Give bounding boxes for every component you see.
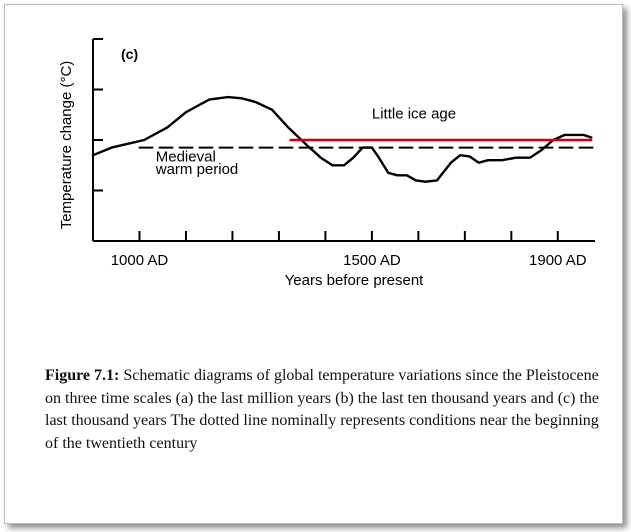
x-tick-label-2: 1900 AD — [529, 252, 587, 269]
x-axis-title: Years before present — [285, 272, 425, 289]
chart-labels-layer: 1000 AD 1500 AD 1900 AD Years before presen… — [58, 46, 587, 289]
series-line-0 — [91, 95, 593, 183]
temperature-chart: 1000 AD 1500 AD 1900 AD Years before presen… — [58, 38, 596, 289]
x-tick-label-1: 1500 AD — [343, 252, 401, 269]
annotation-2: warm period — [155, 161, 239, 178]
annotation-1: Medieval — [156, 148, 216, 165]
annotation-0: Little ice age — [372, 106, 456, 123]
chart-axes — [92, 38, 595, 242]
chart-series-layer — [91, 95, 596, 183]
caption-label: Figure 7.1: — [45, 367, 120, 384]
caption-text: Schematic diagrams of global temperature… — [45, 367, 600, 452]
figure-card: 1000 AD 1500 AD 1900 AD Years before presen… — [4, 4, 623, 524]
x-tick-label-0: 1000 AD — [111, 252, 169, 269]
figure-caption: Figure 7.1: Schematic diagrams of global… — [45, 365, 605, 455]
panel-label: (c) — [121, 46, 138, 62]
y-axis-title: Temperature change (°C) — [58, 61, 75, 230]
